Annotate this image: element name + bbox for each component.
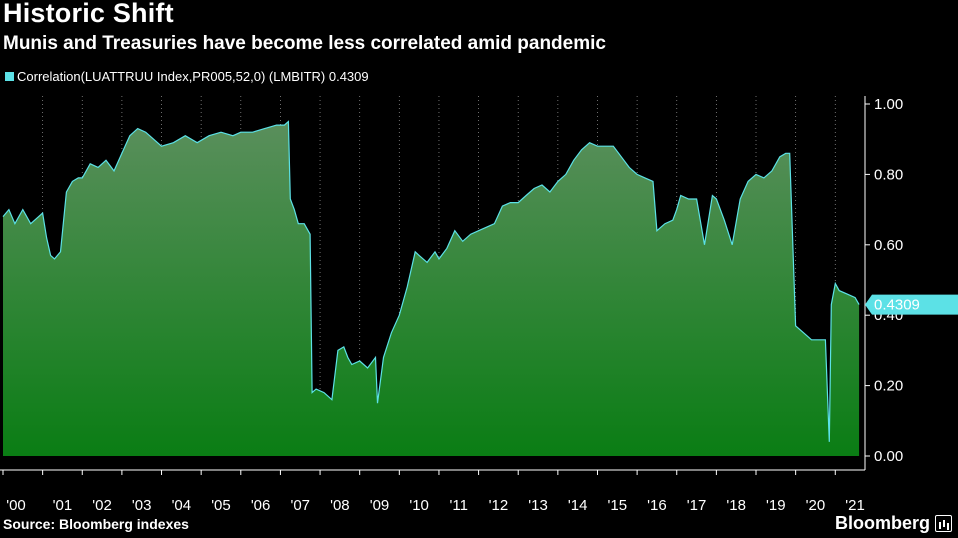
legend-label: Correlation(LUATTRUU Index,PR005,52,0) (… — [17, 69, 369, 84]
x-tick-label: '05 — [211, 497, 231, 514]
x-tick-label: '09 — [370, 497, 390, 514]
x-tick-label: '06 — [251, 497, 271, 514]
y-tick-label: 0.20 — [874, 378, 903, 395]
x-tick-label: '12 — [489, 497, 509, 514]
x-tick-label: '17 — [687, 497, 707, 514]
last-value-badge: 0.4309 — [865, 294, 958, 315]
chart-icon — [935, 515, 952, 532]
x-tick-label: '14 — [568, 497, 588, 514]
last-value-badge-shape — [865, 294, 958, 315]
x-tick-label: '02 — [92, 497, 112, 514]
series-area — [3, 121, 860, 456]
x-axis-ticks: '00 '01 '02 '03 '04 '05 '06 '07 '08 '09 '10 '11 '12 '… — [2, 470, 865, 514]
x-tick-label: '13 — [528, 497, 548, 514]
brand-label: Bloomberg — [834, 513, 930, 533]
chart-legend: Correlation(LUATTRUU Index,PR005,52,0) (… — [5, 69, 369, 84]
x-tick-label: '20 — [806, 497, 826, 514]
x-tick-label: '19 — [766, 497, 786, 514]
x-tick-label: '16 — [647, 497, 667, 514]
x-tick-label: '11 — [450, 497, 468, 514]
plot-area — [2, 120, 860, 456]
axes — [0, 96, 866, 471]
x-tick-label: '10 — [409, 497, 429, 514]
bloomberg-logo: Bloomberg — [835, 513, 952, 534]
x-tick-label: '00 — [6, 497, 26, 514]
chart-title: Historic Shift — [3, 0, 174, 28]
x-tick-label: '01 — [53, 497, 73, 514]
last-value-label: 0.4309 — [874, 297, 920, 314]
y-axis-ticks: 0.000.200.400.600.801.00 — [865, 96, 903, 465]
x-tick-label: '15 — [608, 497, 628, 514]
chart-subtitle: Munis and Treasuries have become less co… — [3, 33, 606, 54]
source-note: Source: Bloomberg indexes — [3, 516, 189, 532]
x-tick-label: '03 — [132, 497, 152, 514]
x-tick-label: '07 — [290, 497, 310, 514]
y-tick-label: 0.60 — [874, 237, 903, 254]
x-tick-label: '08 — [330, 497, 350, 514]
x-tick-label: '04 — [172, 497, 192, 514]
y-tick-label: 0.80 — [874, 166, 903, 183]
y-tick-label: 1.00 — [874, 96, 903, 113]
y-tick-label: 0.00 — [874, 448, 903, 465]
x-tick-label: '21 — [845, 497, 865, 514]
legend-swatch — [5, 72, 14, 81]
series-line — [2, 120, 860, 442]
x-tick-label: '18 — [726, 497, 746, 514]
